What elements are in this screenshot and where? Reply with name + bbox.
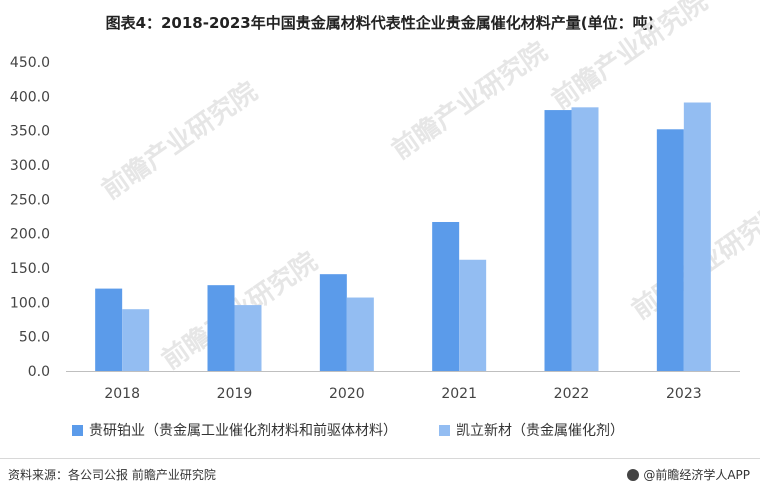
- x-tick-label: 2022: [554, 386, 590, 402]
- bar-series-2-2023: [683, 102, 711, 371]
- legend-swatch-series-2: [439, 424, 450, 436]
- y-tick-label: 150.0: [10, 261, 50, 277]
- y-tick-label: 300.0: [10, 158, 50, 174]
- legend-label-series-1: 贵研铂业（贵金属工业催化剂材料和前驱体材料）: [89, 423, 397, 439]
- y-tick-label: 50.0: [19, 330, 50, 346]
- legend-item-series-1: 贵研铂业（贵金属工业催化剂材料和前驱体材料）: [72, 420, 397, 440]
- app-logo-icon: [627, 468, 640, 481]
- bar-series-1-2021: [432, 221, 460, 371]
- bar-series-1-2019: [207, 285, 235, 371]
- y-tick-label: 400.0: [10, 89, 50, 105]
- footer-divider: [0, 458, 760, 459]
- y-tick-label: 250.0: [10, 192, 50, 208]
- y-tick-label: 350.0: [10, 124, 50, 140]
- x-tick-label: 2021: [441, 386, 477, 402]
- bars: [95, 102, 711, 372]
- bar-series-2-2018: [122, 309, 150, 371]
- bar-series-2-2019: [234, 305, 262, 371]
- x-axis-ticks: 2018 2019 2020 2021 2022 2023: [104, 386, 701, 402]
- legend-label-series-2: 凯立新材（贵金属催化剂）: [456, 423, 624, 439]
- bar-series-1-2022: [544, 110, 572, 372]
- watermark-text: 前瞻产业研究院: [386, 36, 553, 166]
- x-tick-label: 2020: [329, 386, 365, 402]
- bar-series-2-2020: [346, 297, 374, 371]
- x-tick-label: 2018: [104, 386, 140, 402]
- watermark-text: 前瞻产业研究院: [546, 0, 713, 116]
- x-tick-label: 2019: [217, 386, 253, 402]
- bar-series-1-2018: [95, 288, 123, 371]
- y-tick-label: 200.0: [10, 227, 50, 243]
- bar-series-1-2020: [319, 274, 347, 371]
- credit: @前瞻经济学人APP: [627, 466, 750, 483]
- legend-item-series-2: 凯立新材（贵金属催化剂）: [439, 420, 624, 440]
- bar-series-2-2021: [459, 259, 487, 371]
- legend: 贵研铂业（贵金属工业催化剂材料和前驱体材料） 凯立新材（贵金属催化剂）: [72, 420, 624, 440]
- x-tick-label: 2023: [666, 386, 702, 402]
- bar-series-1-2023: [656, 129, 684, 371]
- bar-series-2-2022: [571, 107, 599, 371]
- watermark-text: 前瞻产业研究院: [96, 76, 263, 206]
- y-axis-ticks: 0.0 50.0 100.0 150.0 200.0 250.0 300.0 350.0 400…: [10, 55, 50, 380]
- y-tick-label: 100.0: [10, 295, 50, 311]
- chart-title: 图表4：2018-2023年中国贵金属材料代表性企业贵金属催化材料产量(单位：吨…: [105, 14, 655, 32]
- credit-text: @前瞻经济学人APP: [643, 468, 750, 482]
- legend-swatch-series-1: [72, 424, 83, 436]
- y-tick-label: 0.0: [28, 364, 50, 380]
- source-note: 资料来源：各公司公报 前瞻产业研究院: [8, 468, 216, 482]
- y-tick-label: 450.0: [10, 55, 50, 71]
